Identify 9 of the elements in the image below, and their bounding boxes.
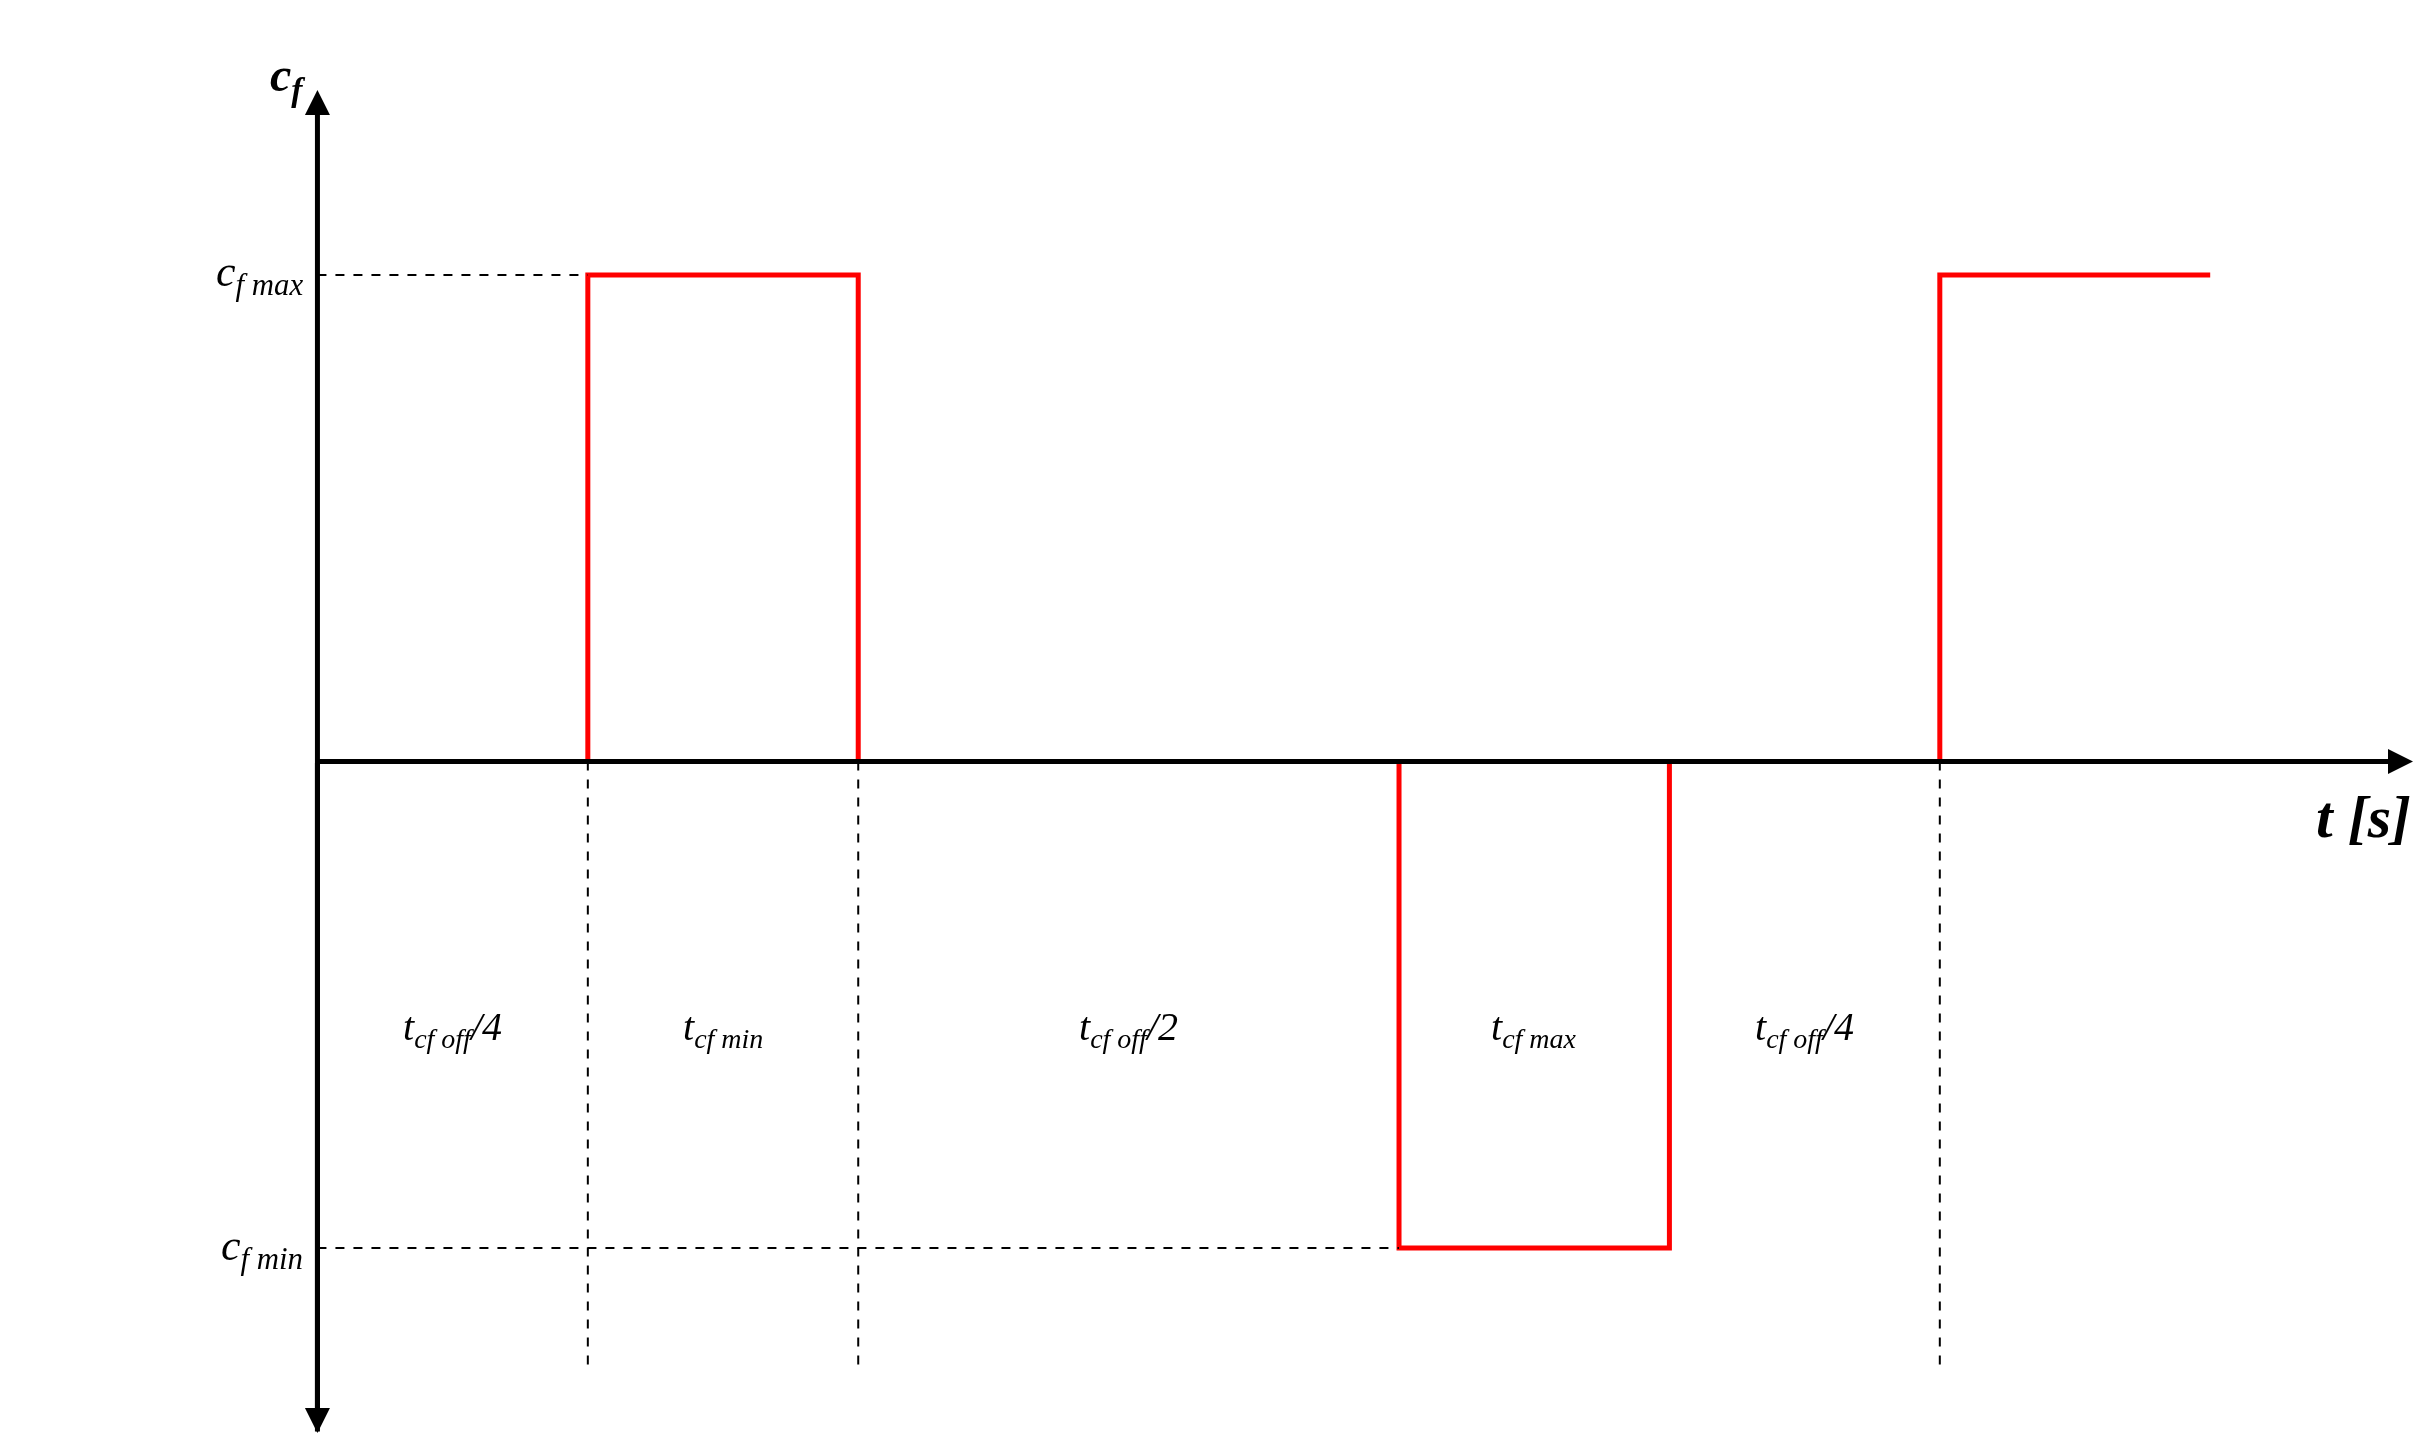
annotation: t$_{cf min}$ <box>683 1004 764 1055</box>
y-axis-title: c$_{f}$ <box>270 48 306 109</box>
ref-line-label: c$_{f min}$ <box>221 1221 303 1277</box>
ref-line-label: c$_{f max}$ <box>216 247 304 303</box>
annotation: t$_{cf max}$ <box>1491 1004 1577 1055</box>
annotation: t$_{cf off}$/2 <box>1079 1004 1179 1055</box>
annotation: t$_{cf off}$/4 <box>1755 1004 1855 1055</box>
annotation: t$_{cf off}$/4 <box>403 1004 503 1055</box>
x-axis-title: t [s] <box>2316 784 2411 850</box>
